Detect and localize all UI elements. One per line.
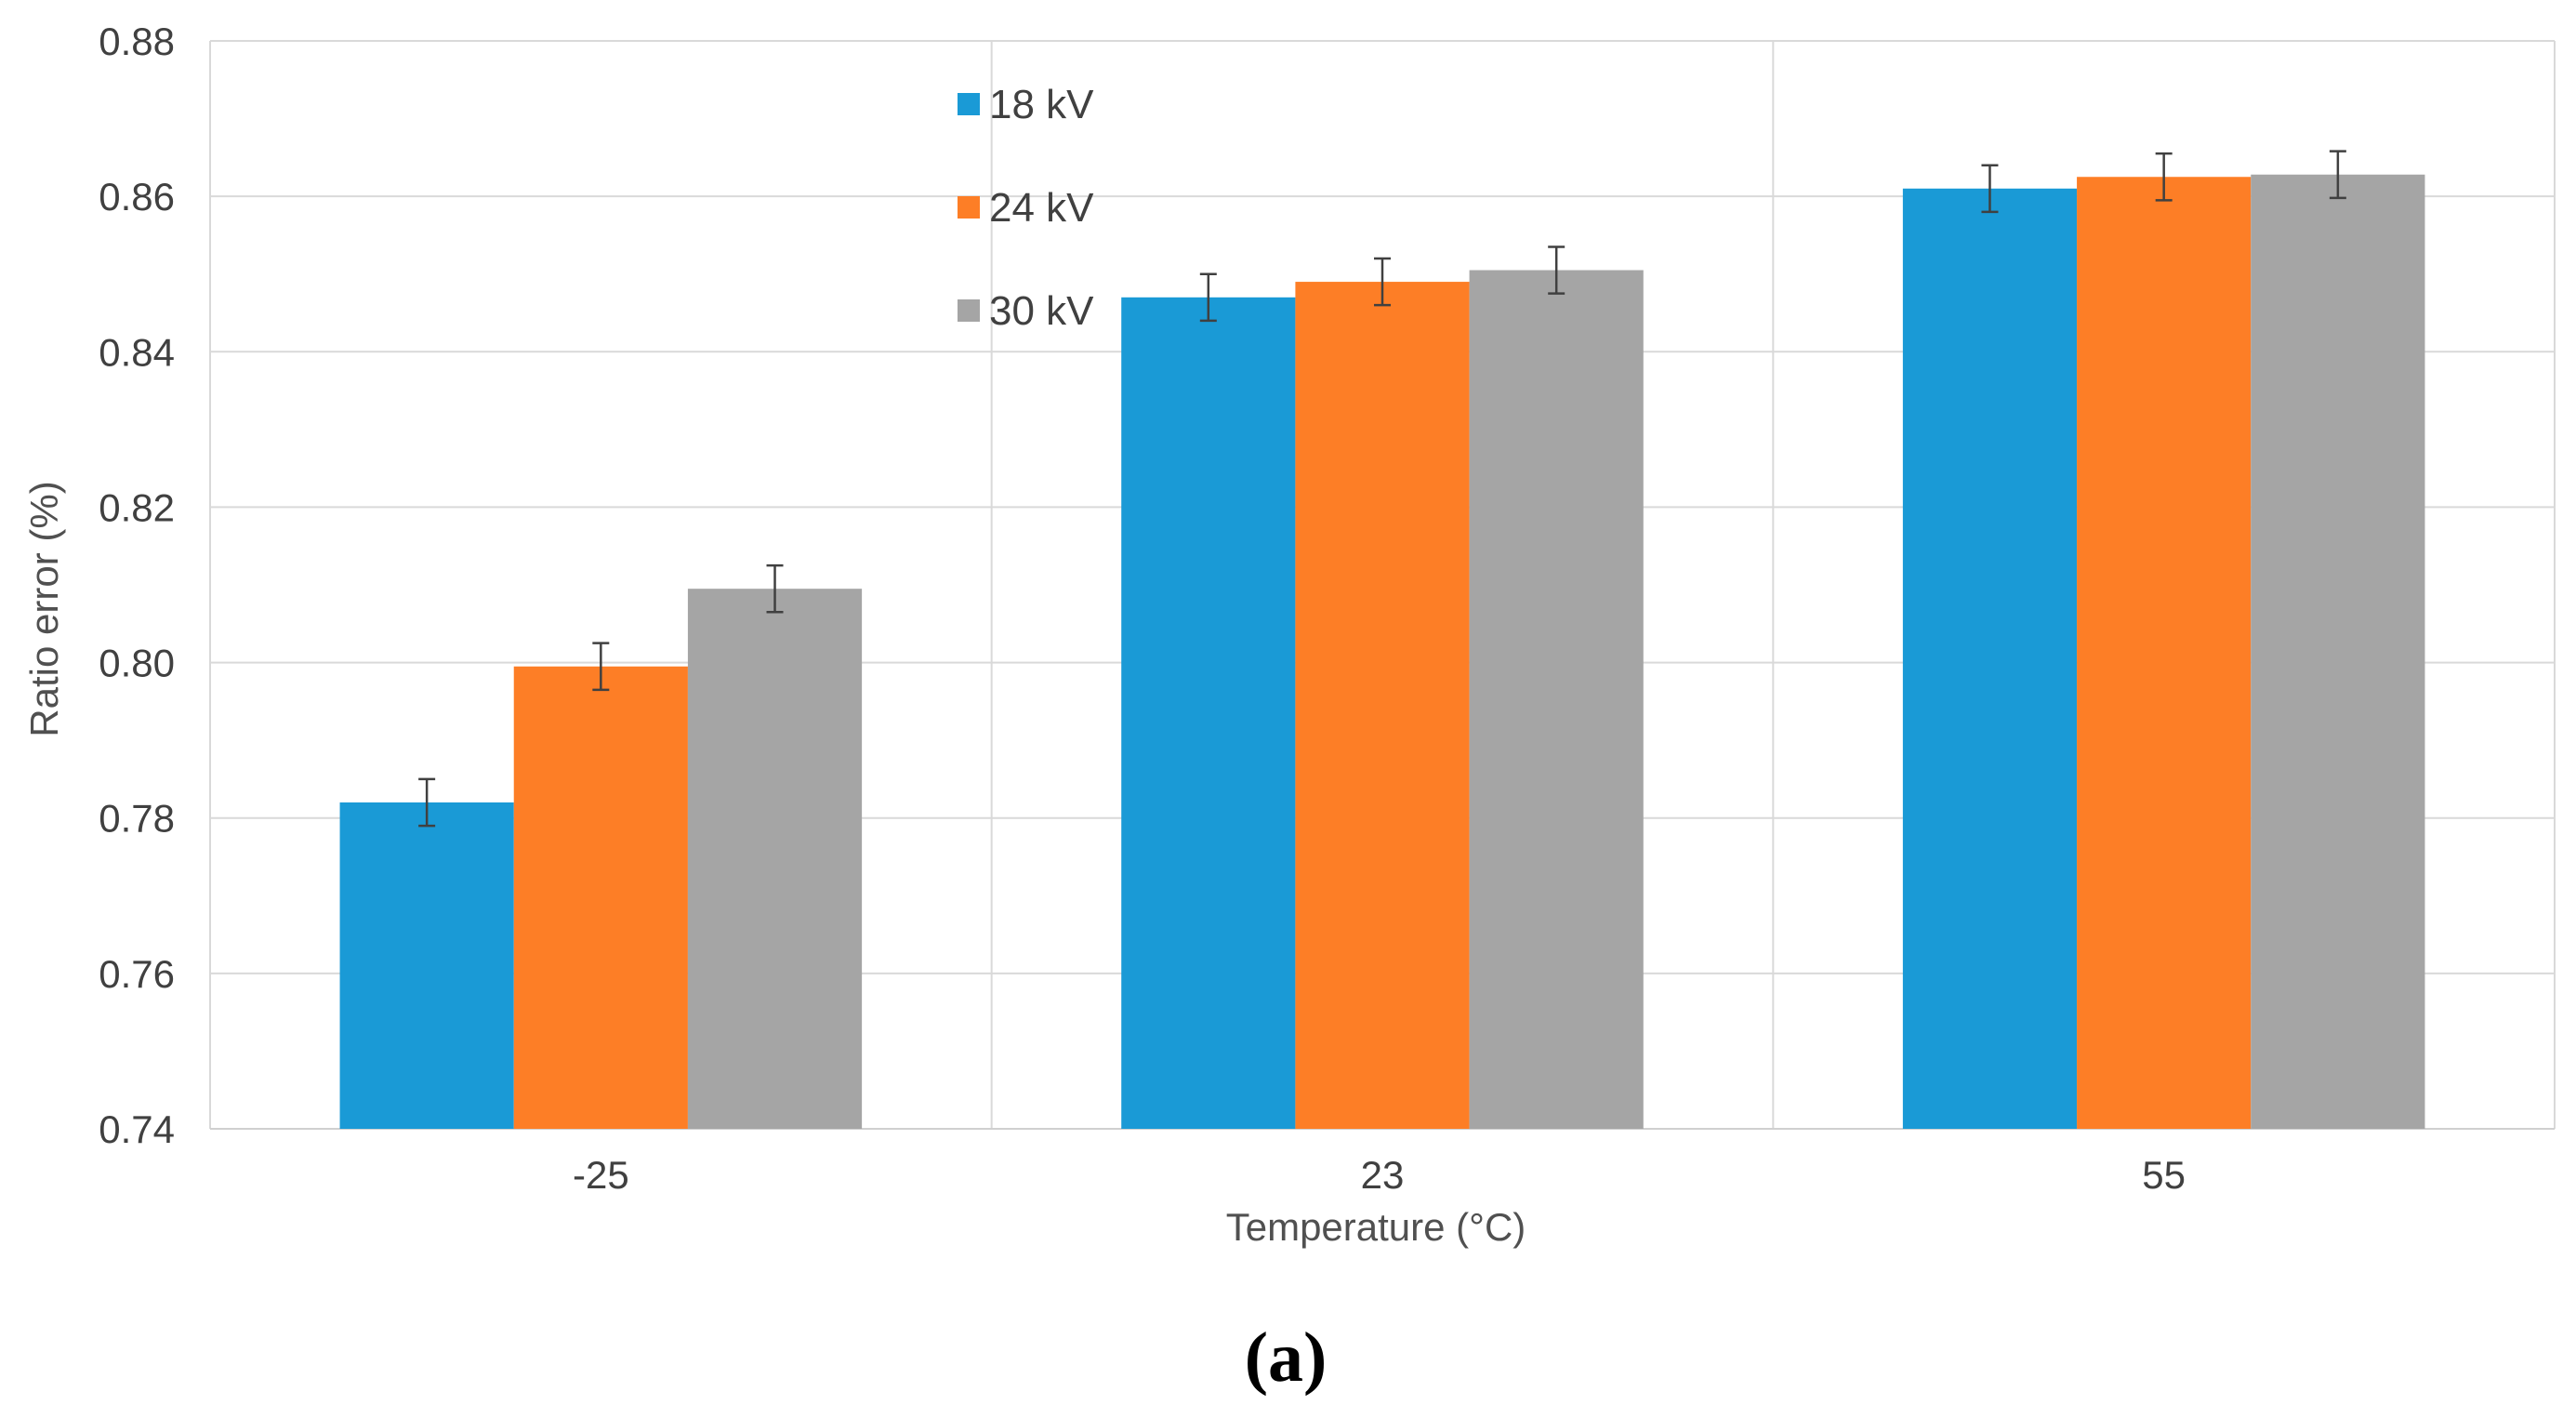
- y-tick-label: 0.80: [99, 642, 175, 685]
- x-tick-labels: -25 23 55: [573, 1153, 2186, 1197]
- bar: [1902, 188, 2078, 1130]
- bar: [1295, 282, 1470, 1130]
- bar: [1469, 270, 1644, 1129]
- bar: [1121, 297, 1296, 1129]
- y-tick-label: 0.76: [99, 952, 175, 996]
- x-tick-label: 55: [2142, 1153, 2186, 1197]
- y-tick-label: 0.86: [99, 175, 175, 219]
- bars: [339, 174, 2425, 1130]
- legend-label: 24 kV: [989, 185, 1094, 231]
- legend-swatch: [958, 93, 980, 115]
- panel-label: (a): [1245, 1319, 1328, 1397]
- bar: [687, 589, 863, 1129]
- legend-swatch: [958, 299, 980, 322]
- y-tick-label: 0.82: [99, 485, 175, 529]
- bar: [513, 666, 688, 1129]
- bar: [2077, 177, 2252, 1129]
- error-bars: [418, 150, 2346, 828]
- bar: [2251, 174, 2425, 1129]
- y-axis-label: Ratio error (%): [22, 481, 66, 736]
- x-axis-label: Temperature (°C): [1226, 1205, 1526, 1249]
- y-tick-label: 0.88: [99, 20, 175, 63]
- y-tick-label: 0.74: [99, 1107, 175, 1151]
- legend-label: 30 kV: [989, 288, 1094, 334]
- bar: [339, 802, 514, 1129]
- y-tick-labels: 0.74 0.76 0.78 0.80 0.82 0.84 0.86 0.88: [99, 20, 175, 1151]
- legend: 18 kV 24 kV 30 kV: [958, 82, 1094, 334]
- y-tick-label: 0.84: [99, 330, 175, 374]
- legend-label: 18 kV: [989, 82, 1094, 127]
- x-tick-label: 23: [1361, 1153, 1405, 1197]
- legend-swatch: [958, 196, 980, 219]
- x-tick-label: -25: [573, 1153, 629, 1197]
- y-tick-label: 0.78: [99, 797, 175, 841]
